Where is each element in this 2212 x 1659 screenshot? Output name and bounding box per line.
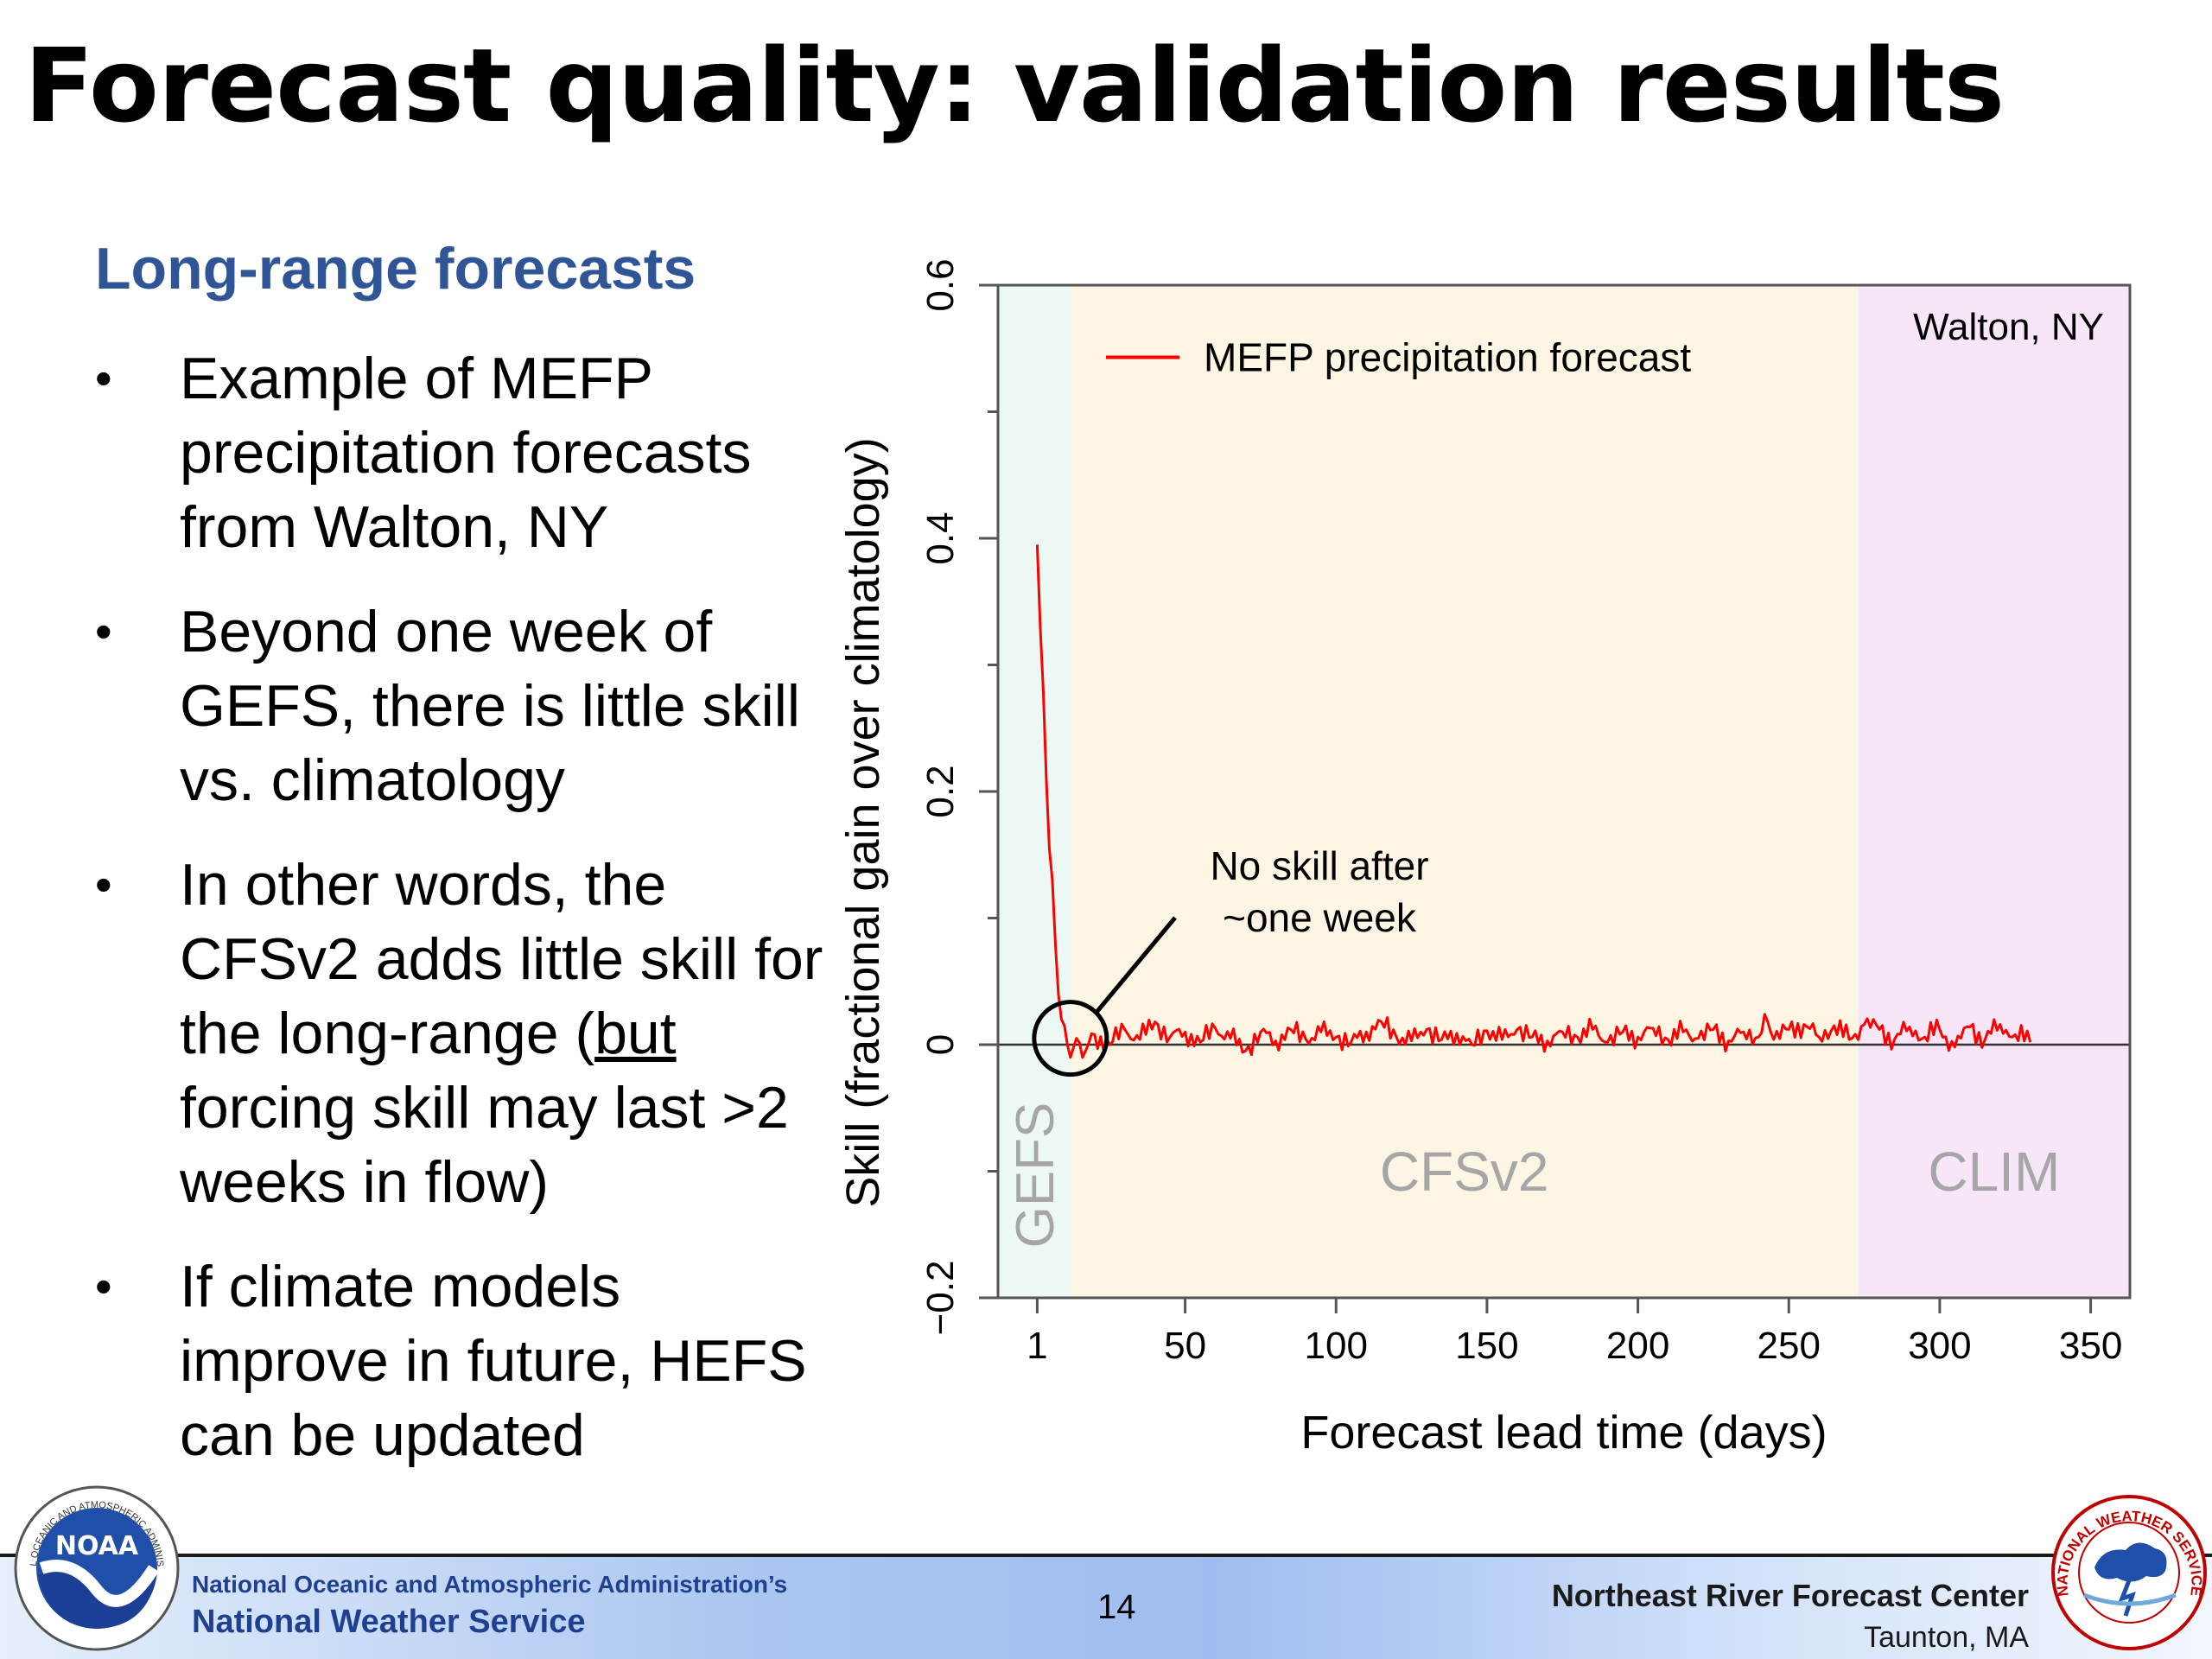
footer-bar [0, 1557, 2212, 1659]
annotation-text: ~one week [1223, 895, 1417, 940]
region-clim [1858, 285, 2130, 1298]
y-tick-label: 0.4 [919, 512, 962, 564]
page-number: 14 [1097, 1588, 1136, 1626]
forecast-regions [998, 285, 2130, 1298]
bullet-item: If climate models improve in future, HEF… [95, 1249, 830, 1472]
x-tick-label: 100 [1305, 1325, 1368, 1367]
x-tick-label: 150 [1455, 1325, 1518, 1367]
noaa-wordmark: NOAA [55, 1531, 139, 1561]
underlined-text: but [594, 1001, 677, 1066]
y-tick-label: 0.2 [919, 765, 962, 817]
region-label: CFSv2 [1380, 1141, 1549, 1203]
series-group [1035, 544, 2032, 1059]
x-tick-label: 350 [2059, 1325, 2122, 1367]
section-heading: Long-range forecasts [95, 236, 696, 302]
bullet-item: In other words, the CFSv2 adds little sk… [95, 848, 830, 1219]
noaa-logo-icon: NATIONAL OCEANIC AND ATMOSPHERIC ADMINIS… [10, 1482, 180, 1651]
x-tick-label: 250 [1758, 1325, 1821, 1367]
region-label: CLIM [1928, 1141, 2060, 1203]
annotation-pointer [1094, 916, 1177, 1014]
bullet-text: In other words, the CFSv2 adds little sk… [180, 852, 823, 1066]
slide-title: Forecast quality: validation results [24, 26, 2005, 145]
y-tick-label: 0.6 [919, 258, 962, 311]
footer-divider [0, 1554, 2212, 1557]
forecast-center-city: Taunton, MA [1864, 1621, 2029, 1654]
annotation-circle [1032, 1000, 1109, 1077]
x-tick-label: 300 [1908, 1325, 1971, 1367]
annotation-group: No skill after ~one week [1032, 843, 1429, 1077]
x-tick-label: 1 [1027, 1325, 1047, 1367]
x-tick-label: 200 [1606, 1325, 1669, 1367]
agency-line-2: National Weather Service [192, 1604, 586, 1640]
annotation-text: No skill after [1210, 843, 1428, 888]
skill-chart: No skill after~one week 1 50 100 150 200 250 3… [837, 258, 2132, 1459]
location-label: Walton, NY [1913, 306, 2104, 348]
y-tick-label: −0.2 [919, 1261, 962, 1336]
legend-label: MEFP precipitation forecast [1204, 335, 1691, 380]
bullet-item: Example of MEFP precipitation forecasts … [95, 341, 830, 564]
bullet-item: Beyond one week of GEFS, there is little… [95, 594, 830, 817]
bullet-list: Example of MEFP precipitation forecasts … [95, 341, 830, 1503]
series-line [1035, 544, 2032, 1059]
agency-line-1: National Oceanic and Atmospheric Adminis… [192, 1571, 788, 1598]
axes-group: 1 50 100 150 200 250 300 350−0.200.20.40.6Forec… [837, 258, 2132, 1459]
nws-logo-icon: NATIONAL WEATHER SERVICE [2051, 1495, 2207, 1650]
forecast-center-name: Northeast River Forecast Center [1551, 1578, 2029, 1613]
region-label: GEFS [1006, 1103, 1065, 1249]
region-gefs [998, 285, 1071, 1298]
label-group: GEFS CFSv2 CLIM MEFP precipitation forecast… [1006, 306, 2104, 1248]
y-axis-label: Skill (fractional gain over climatology) [837, 437, 889, 1207]
y-tick-label: 0 [919, 1034, 962, 1055]
x-tick-label: 50 [1164, 1325, 1206, 1367]
bullet-text: forcing skill may last >2 weeks in flow) [180, 1075, 789, 1215]
x-axis-label: Forecast lead time (days) [1300, 1407, 1827, 1459]
region-cfsv2 [1070, 285, 1859, 1298]
